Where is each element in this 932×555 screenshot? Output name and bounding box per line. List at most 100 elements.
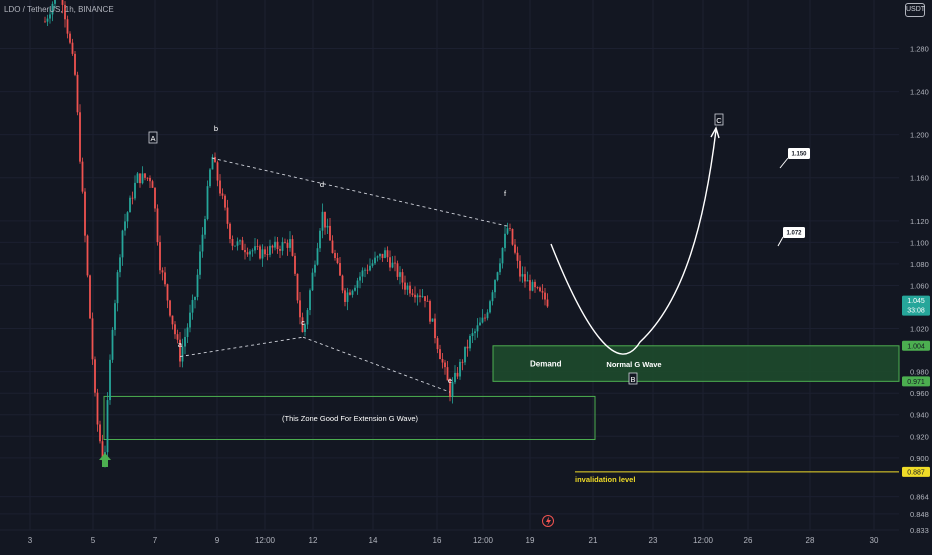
candle-body — [451, 382, 454, 397]
candle-body — [461, 361, 464, 363]
candle-body — [154, 187, 156, 209]
candle-body — [354, 287, 356, 291]
wave-label: b — [214, 124, 218, 133]
symbol-header: LDO / TetherUS, 1h, BINANCE — [4, 5, 114, 14]
candle-body — [506, 228, 509, 234]
x-tick-label: 9 — [215, 536, 220, 545]
price-axis[interactable]: 1.280 1.240 1.200 1.160 1.120 1.100 1.080 1.060… — [902, 44, 930, 535]
candle-body — [54, 0, 56, 4]
candle-body — [366, 269, 369, 271]
candle-body — [429, 301, 431, 322]
y-tick-label: 1.060 — [910, 281, 929, 290]
candle-body — [91, 318, 94, 360]
candle-body — [131, 197, 134, 199]
currency-button[interactable]: USDT — [905, 3, 925, 17]
candle-body — [174, 324, 176, 335]
candle-body — [449, 380, 451, 397]
candle-body — [169, 300, 171, 316]
wave-label: B — [630, 375, 635, 384]
candle-body — [286, 242, 289, 248]
wave-label-box — [714, 113, 724, 126]
target-pointer — [777, 236, 784, 247]
candle-body — [519, 260, 521, 277]
price-label-demand_bottom — [902, 376, 930, 387]
candle-body — [539, 287, 541, 292]
candle-body — [356, 280, 359, 288]
candle-body — [246, 252, 249, 255]
candle-body — [61, 0, 64, 5]
y-tick-label: 1.280 — [910, 44, 929, 53]
candle-body — [69, 33, 71, 43]
candle-body — [271, 245, 274, 248]
candle-body — [389, 257, 391, 268]
candle-body — [106, 400, 109, 453]
candle-body — [426, 300, 429, 302]
candle-body — [149, 177, 151, 182]
candle-body — [81, 161, 84, 192]
x-tick-label: 21 — [589, 536, 598, 545]
candle-body — [384, 250, 386, 258]
projection-curve — [550, 129, 717, 355]
projection-arrowhead — [710, 126, 720, 139]
candle-body — [136, 173, 139, 183]
extension-zone — [103, 395, 596, 441]
y-tick-label: 1.100 — [910, 238, 929, 247]
candle-body — [189, 312, 191, 328]
candle-body — [379, 253, 381, 257]
candle-body — [479, 322, 481, 326]
candle-body — [214, 156, 216, 163]
grid — [0, 0, 899, 531]
candle-body — [454, 372, 456, 383]
x-tick-label: 30 — [870, 536, 879, 545]
candle-body — [141, 173, 144, 184]
wave-label: c — [301, 318, 305, 327]
candle-body — [186, 327, 189, 337]
candle-body — [306, 310, 309, 325]
candle-body — [219, 180, 221, 194]
x-tick-label: 12:00 — [473, 536, 494, 545]
candle-body — [511, 228, 514, 245]
candle-body — [321, 211, 324, 231]
candle-body — [341, 275, 344, 291]
candle-body — [501, 247, 504, 264]
zones: Demand (This Zone Good For Extension G Wa… — [103, 345, 900, 441]
price-label-demand_top — [902, 340, 930, 351]
candle-body — [126, 212, 129, 222]
candle-body — [111, 329, 114, 360]
candle-body — [504, 233, 506, 248]
candle-body — [254, 246, 256, 251]
time-axis[interactable]: 3 5 7 9 12:00 12 14 16 12:00 19 21 23 12:00 26 28 30 — [28, 515, 879, 546]
candle-body — [71, 42, 74, 54]
candle-body — [344, 290, 346, 302]
candle-body — [546, 299, 549, 307]
target-label: 1.072 — [786, 231, 802, 237]
candle-body — [109, 359, 111, 401]
candle-body — [194, 297, 196, 300]
candle-body — [481, 317, 484, 323]
candle-body — [399, 272, 401, 277]
candle-body — [64, 4, 66, 20]
candle-body — [259, 246, 261, 259]
candle-body — [211, 156, 214, 170]
candle-body — [276, 241, 279, 249]
candle-body — [66, 19, 69, 34]
candle-body — [231, 239, 234, 246]
price-label-value: 1.045 — [907, 298, 925, 305]
candle-body — [46, 18, 49, 22]
candle-body — [411, 293, 414, 295]
candle-body — [396, 263, 399, 277]
y-tick-label: 1.120 — [910, 217, 929, 226]
candle-body — [414, 294, 416, 298]
candle-body — [319, 230, 321, 249]
candle-body — [346, 292, 349, 302]
candle-body — [349, 292, 351, 295]
candle-body — [371, 263, 374, 266]
candle-body — [331, 240, 334, 254]
candle-body — [431, 318, 434, 322]
candles — [44, 0, 549, 468]
candle-body — [316, 248, 319, 265]
candle-body — [261, 249, 264, 259]
candle-body — [191, 299, 194, 313]
